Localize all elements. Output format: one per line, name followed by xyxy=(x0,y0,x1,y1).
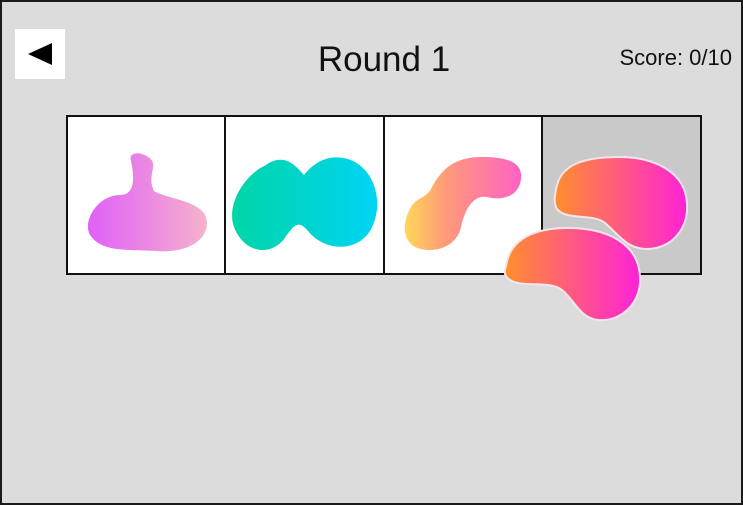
kidney-blob-icon xyxy=(503,226,642,322)
tray-slot-1[interactable] xyxy=(68,117,227,273)
back-button[interactable] xyxy=(15,29,65,79)
shape-tray xyxy=(66,115,702,275)
score-label: Score: 0/10 xyxy=(619,45,732,70)
hook-blob-icon xyxy=(404,157,521,251)
dragged-kidney-piece[interactable] xyxy=(500,222,645,326)
back-arrow-icon xyxy=(28,43,52,65)
kidney-blob-icon xyxy=(553,155,688,251)
round-title: Round 1 xyxy=(317,40,451,79)
clover-blob-icon xyxy=(87,153,208,252)
peanut-blob-icon xyxy=(232,157,378,251)
tray-slot-2[interactable] xyxy=(226,117,385,273)
tray-slot-3[interactable] xyxy=(384,117,543,273)
